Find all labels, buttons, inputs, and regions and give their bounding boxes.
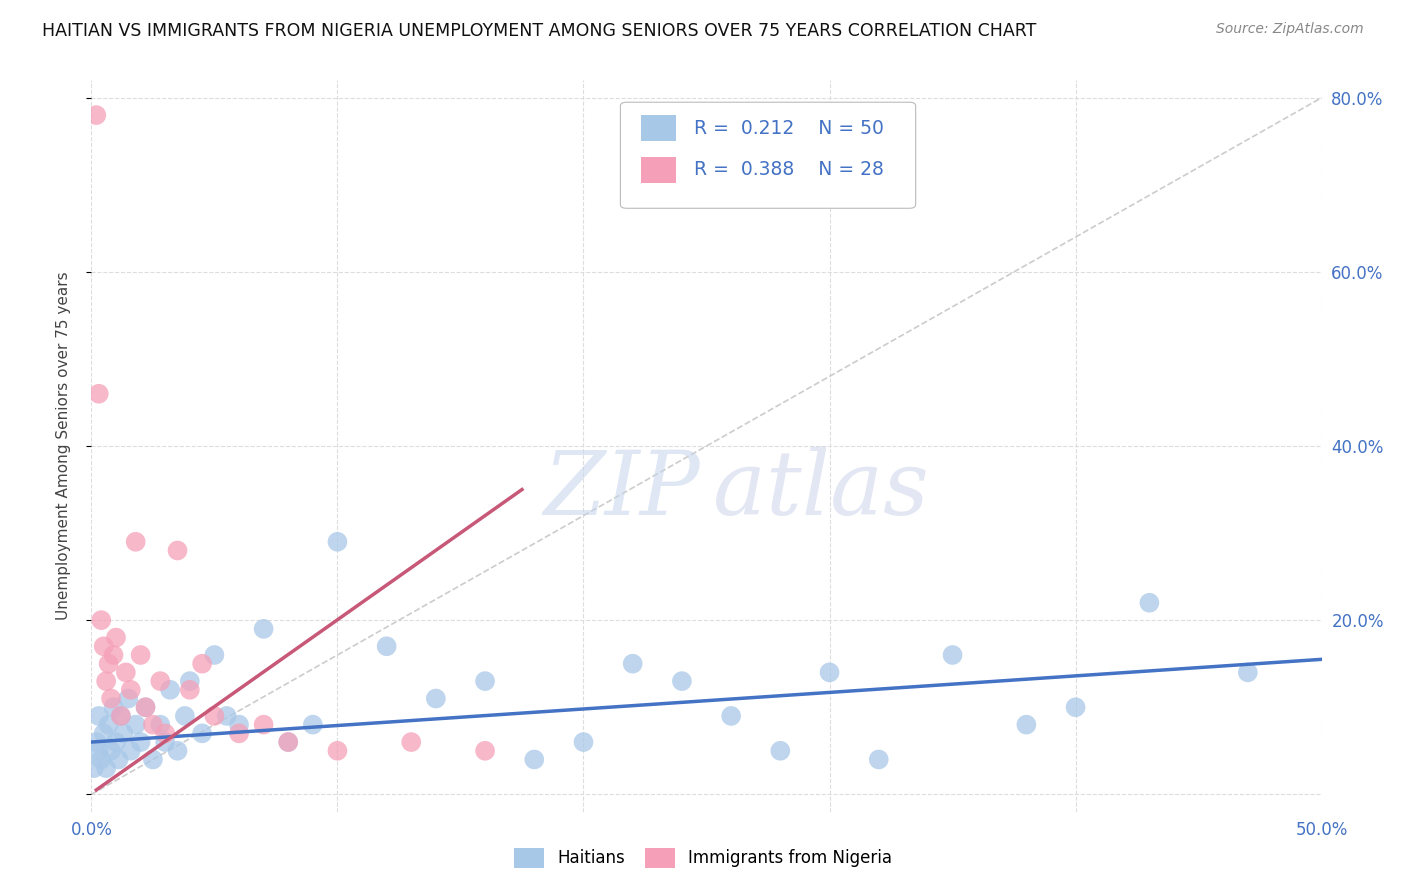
Text: HAITIAN VS IMMIGRANTS FROM NIGERIA UNEMPLOYMENT AMONG SENIORS OVER 75 YEARS CORR: HAITIAN VS IMMIGRANTS FROM NIGERIA UNEMP… — [42, 22, 1036, 40]
Legend: Haitians, Immigrants from Nigeria: Haitians, Immigrants from Nigeria — [508, 841, 898, 875]
Point — [90, 752, 112, 766]
Point — [86, 735, 108, 749]
Point — [572, 735, 595, 749]
Point — [93, 640, 115, 654]
Point — [425, 691, 447, 706]
Point — [124, 717, 146, 731]
Point — [83, 761, 105, 775]
Point — [174, 709, 197, 723]
Point — [228, 726, 250, 740]
Point — [179, 682, 201, 697]
Text: atlas: atlas — [713, 447, 928, 533]
Point — [90, 613, 112, 627]
Point — [253, 622, 276, 636]
Point — [253, 717, 276, 731]
Point — [1064, 700, 1087, 714]
Point — [179, 674, 201, 689]
Text: Source: ZipAtlas.com: Source: ZipAtlas.com — [1216, 22, 1364, 37]
Point — [112, 726, 135, 740]
Point — [228, 717, 250, 731]
Point — [120, 744, 142, 758]
Point — [142, 717, 165, 731]
Point — [110, 709, 132, 723]
FancyBboxPatch shape — [620, 103, 915, 209]
Point — [202, 709, 225, 723]
Point — [87, 709, 110, 723]
Point — [1015, 717, 1038, 731]
Point — [114, 665, 138, 680]
Point — [720, 709, 742, 723]
Point — [129, 735, 152, 749]
Point — [110, 709, 132, 723]
Text: R =  0.212    N = 50: R = 0.212 N = 50 — [695, 119, 884, 137]
Point — [129, 648, 152, 662]
Point — [105, 735, 127, 749]
Point — [159, 682, 181, 697]
Point — [769, 744, 792, 758]
Point — [166, 543, 188, 558]
Point — [215, 709, 238, 723]
Point — [100, 691, 122, 706]
Point — [149, 717, 172, 731]
Point — [149, 674, 172, 689]
Point — [166, 744, 188, 758]
Text: ZIP: ZIP — [544, 447, 700, 533]
Point — [868, 752, 890, 766]
Point — [103, 648, 125, 662]
Y-axis label: Unemployment Among Seniors over 75 years: Unemployment Among Seniors over 75 years — [56, 272, 70, 620]
Point — [621, 657, 644, 671]
Point — [87, 744, 110, 758]
Point — [135, 700, 156, 714]
Point — [93, 726, 115, 740]
Point — [523, 752, 546, 766]
Point — [1139, 596, 1161, 610]
Point — [124, 534, 146, 549]
Point — [818, 665, 841, 680]
Point — [117, 691, 139, 706]
Point — [96, 761, 117, 775]
Point — [97, 717, 120, 731]
Point — [941, 648, 963, 662]
Point — [105, 631, 127, 645]
Point — [100, 744, 122, 758]
Point — [191, 657, 214, 671]
Point — [107, 752, 129, 766]
Point — [277, 735, 299, 749]
Point — [153, 726, 177, 740]
Point — [326, 534, 349, 549]
Point — [375, 640, 398, 654]
Point — [86, 108, 108, 122]
Text: R =  0.388    N = 28: R = 0.388 N = 28 — [695, 161, 884, 179]
Point — [474, 674, 496, 689]
Point — [326, 744, 349, 758]
Point — [135, 700, 156, 714]
Point — [103, 700, 125, 714]
Point — [191, 726, 214, 740]
Point — [1237, 665, 1260, 680]
Point — [87, 386, 110, 401]
Point — [97, 657, 120, 671]
Point — [399, 735, 422, 749]
FancyBboxPatch shape — [641, 157, 676, 183]
Point — [277, 735, 299, 749]
FancyBboxPatch shape — [641, 115, 676, 141]
Point — [671, 674, 693, 689]
Point — [120, 682, 142, 697]
Point — [202, 648, 225, 662]
Point — [142, 752, 165, 766]
Point — [301, 717, 323, 731]
Point — [153, 735, 177, 749]
Point — [474, 744, 496, 758]
Point — [96, 674, 117, 689]
